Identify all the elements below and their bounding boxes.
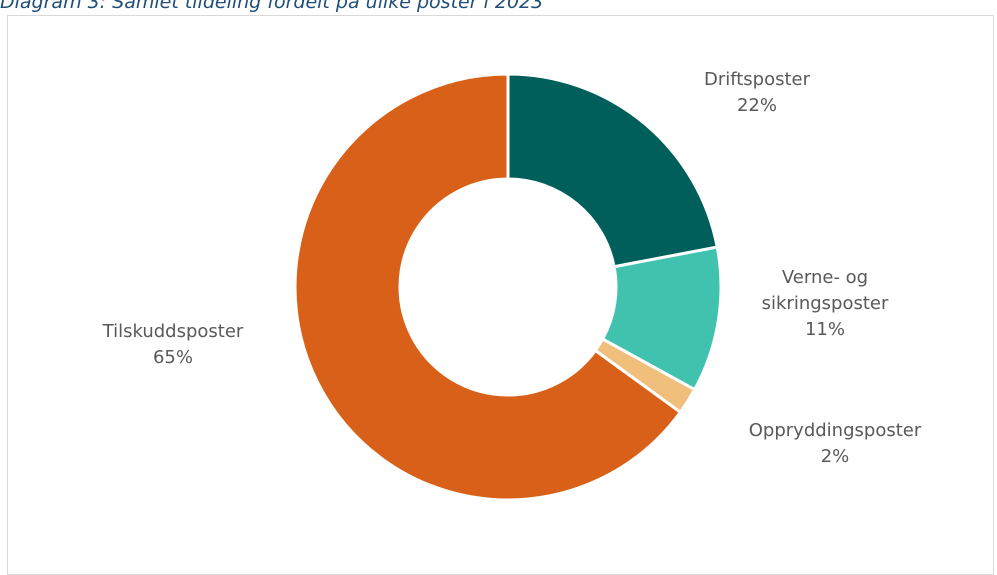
donut-slices: [293, 72, 723, 502]
slice-name-label-1-1: sikringsposter: [762, 293, 889, 314]
slice-tilskuddsposter: [293, 72, 683, 502]
slice-name-label-1-0: Verne- og: [782, 267, 868, 288]
slice-name-label-2-0: Oppryddingsposter: [749, 420, 922, 441]
slice-name-label-0-0: Driftsposter: [704, 69, 811, 90]
slice-name-label-3-0: Tilskuddsposter: [102, 321, 244, 342]
slice-percent-label-3: 65%: [153, 347, 193, 368]
donut-chart: Driftsposter 22% Verne- og sikringsposter 11…: [102, 69, 922, 502]
slice-percent-label-1: 11%: [805, 319, 845, 340]
slice-labels: Driftsposter 22% Verne- og sikringsposter 11…: [102, 69, 922, 467]
slice-percent-label-2: 2%: [821, 446, 850, 467]
chart-caption: Diagram 3: Samlet tildeling fordelt på u…: [0, 0, 544, 13]
slice-percent-label-0: 22%: [737, 95, 777, 116]
slice-driftsposter: [506, 72, 719, 269]
